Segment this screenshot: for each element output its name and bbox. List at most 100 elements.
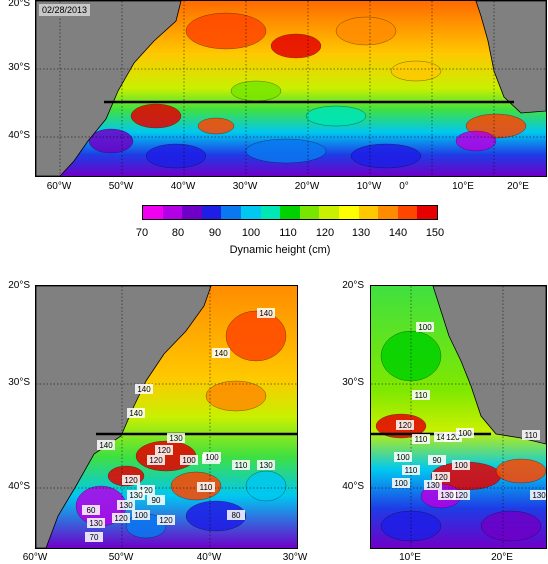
contour-label-bg (434, 432, 452, 442)
contour-label-bg (444, 432, 462, 442)
top-x-label: 40°W (170, 181, 196, 192)
contour-label-bg (127, 408, 145, 418)
contour-label: 120 (124, 476, 138, 485)
top-y-label: 20°S (8, 0, 30, 9)
eddy-patch (230, 80, 282, 102)
bl-x-label: 40°W (196, 552, 222, 563)
eddy-patch (455, 130, 497, 152)
eddy-patch (335, 16, 397, 46)
colorbar (142, 205, 438, 220)
bottom-left-map: 1401401401401401301201001201001001101301… (35, 285, 298, 549)
contour-label-bg (132, 510, 150, 520)
eddy-patch (88, 128, 134, 154)
contour-label: 110 (200, 483, 213, 492)
contour-label: 140 (99, 441, 113, 450)
eddy-patch (390, 60, 442, 82)
contour-label: 140 (436, 433, 450, 442)
contour-label-bg (180, 455, 198, 465)
contour-label: 130 (259, 461, 273, 470)
colorbar-swatch (319, 206, 339, 219)
bl-x-label: 30°W (282, 552, 308, 563)
colorbar-tick: 80 (171, 227, 185, 239)
contour-label-bg (227, 510, 245, 520)
br-y-label: 20°S (342, 280, 364, 291)
contour-label-bg (167, 433, 185, 443)
top-map-field (36, 1, 546, 176)
africa-land (475, 1, 546, 114)
contour-label: 130 (129, 491, 143, 500)
colorbar-swatch (240, 206, 261, 219)
top-map: 02/28/2013 (35, 0, 547, 177)
contour-label: 110 (415, 435, 428, 444)
bottom-left-field: 1401401401401401301201001201001001101301… (36, 286, 297, 548)
africa-land (432, 286, 546, 445)
contour-label-bg (428, 455, 446, 465)
eddy-patch (245, 138, 327, 164)
contour-label: 110 (415, 391, 428, 400)
colorbar-swatch (358, 206, 379, 219)
contour-label-bg (412, 434, 430, 444)
contour-label-bg (456, 428, 474, 438)
contour-label: 120 (454, 491, 468, 500)
contour-label: 120 (398, 421, 412, 430)
contour-label: 100 (418, 323, 432, 332)
top-x-label: 20°W (294, 181, 320, 192)
contour-label: 110 (525, 431, 538, 440)
bl-x-label: 50°W (108, 552, 134, 563)
br-x-label: 20°E (491, 552, 513, 563)
top-x-label: 10°E (452, 181, 474, 192)
eddy-patch (145, 143, 207, 169)
colorbar-swatch (162, 206, 183, 219)
contour-label: 70 (90, 533, 99, 542)
contour-label: 140 (137, 385, 151, 394)
colorbar-swatch (397, 206, 418, 219)
top-map-grid (36, 1, 546, 176)
contour-label: 80 (232, 511, 241, 520)
bl-y-label: 30°S (8, 377, 30, 388)
contour-label-bg (157, 515, 175, 525)
eddy-patch (305, 105, 367, 127)
eddy-patch (170, 471, 222, 501)
contour-label-bg (530, 490, 546, 500)
eddy-patch (197, 117, 235, 135)
bl-x-label: 60°W (22, 552, 48, 563)
bl-y-label: 20°S (8, 280, 30, 291)
contour-label-bg (396, 420, 414, 430)
contour-label-bg (82, 505, 100, 515)
contour-label-bg (117, 500, 135, 510)
contour-label-bg (392, 478, 410, 488)
eddy-patch (480, 510, 542, 542)
contour-label: 130 (426, 481, 440, 490)
contour-label-bg (212, 348, 230, 358)
contour-label: 100 (394, 479, 408, 488)
contour-label-bg (203, 452, 221, 462)
contour-label-bg (432, 472, 450, 482)
contour-label-bg (135, 384, 153, 394)
colorbar-swatch (221, 206, 241, 219)
eddy-patch (205, 380, 267, 412)
contour-label: 140 (259, 309, 273, 318)
top-x-label: 0° (399, 181, 409, 192)
contour-label: 100 (182, 456, 196, 465)
contour-label: 120 (149, 456, 163, 465)
colorbar-swatch (417, 206, 437, 219)
colorbar-tick: 110 (279, 227, 297, 239)
contour-label-bg (122, 475, 140, 485)
south-america-land (36, 286, 212, 548)
contour-label: 110 (405, 466, 418, 475)
top-y-label: 40°S (8, 130, 30, 141)
br-y-label: 40°S (342, 481, 364, 492)
colorbar-swatch (143, 206, 163, 219)
colorbar-tick: 90 (208, 227, 222, 239)
contour-label-bg (412, 390, 430, 400)
bottom-left-contour-labels: 1401401401401401301201001201001001101301… (82, 308, 275, 542)
contour-label-bg (137, 485, 155, 495)
contour-label: 130 (119, 501, 133, 510)
eddy-patch (495, 458, 546, 484)
eddy-patch (245, 470, 287, 502)
colorbar-tick: 70 (135, 227, 149, 239)
contour-label: 130 (89, 519, 103, 528)
contour-label-bg (257, 308, 275, 318)
